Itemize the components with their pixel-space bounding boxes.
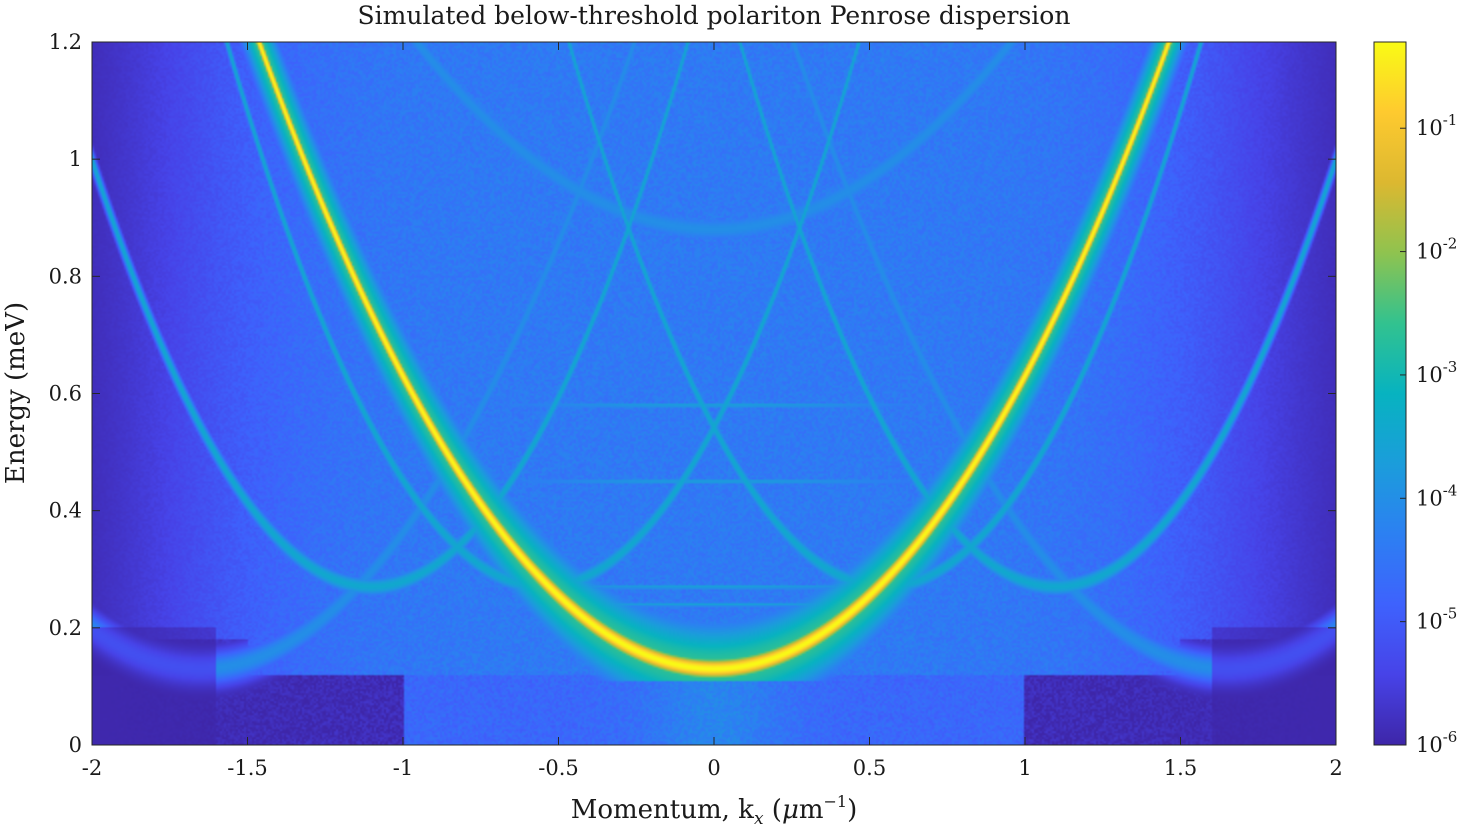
colorbar-ticks: 10-6 10-5 10-4 10-3 10-2 10-1 <box>1400 111 1457 757</box>
x-axis-label: Momentum, kx (μm−1) <box>571 792 858 829</box>
colorbar-tick-label: 10-4 <box>1416 481 1457 510</box>
heatmap-image <box>92 42 1336 745</box>
y-tick-label: 0.4 <box>49 499 82 523</box>
colorbar-tick-label: 10-6 <box>1416 728 1457 757</box>
y-tick-label: 0.6 <box>49 382 82 406</box>
chart-title: Simulated below-threshold polariton Penr… <box>358 1 1071 30</box>
x-tick-label: -1.5 <box>227 756 268 780</box>
y-tick-label: 0 <box>69 733 82 757</box>
colorbar-tick-label: 10-3 <box>1416 358 1457 387</box>
colorbar: 10-6 10-5 10-4 10-3 10-2 10-1 <box>1373 41 1457 757</box>
colorbar-tick-label: 10-2 <box>1416 235 1457 264</box>
y-tick-label: 1.2 <box>49 30 82 54</box>
x-tick-label: 0 <box>707 756 720 780</box>
x-tick-label: 2 <box>1329 756 1342 780</box>
x-tick-label: -0.5 <box>538 756 579 780</box>
x-axis: -2 -1.5 -1 -0.5 0 0.5 1 1.5 2 <box>82 42 1343 780</box>
y-tick-label: 1 <box>69 147 82 171</box>
plot-area <box>91 41 1337 746</box>
x-tick-label: 1 <box>1018 756 1031 780</box>
y-axis: 0 0.2 0.4 0.6 0.8 1 1.2 <box>49 30 1336 757</box>
x-tick-label: 1.5 <box>1164 756 1197 780</box>
colorbar-tick-label: 10-5 <box>1416 605 1457 634</box>
y-tick-label: 0.8 <box>49 264 82 288</box>
x-tick-label: 0.5 <box>853 756 886 780</box>
y-tick-label: 0.2 <box>49 616 82 640</box>
y-axis-label: Energy (meV) <box>1 302 31 484</box>
x-tick-label: -1 <box>393 756 413 780</box>
x-tick-label: -2 <box>82 756 102 780</box>
colorbar-tick-label: 10-1 <box>1416 111 1457 140</box>
colorbar-gradient <box>1373 41 1407 746</box>
